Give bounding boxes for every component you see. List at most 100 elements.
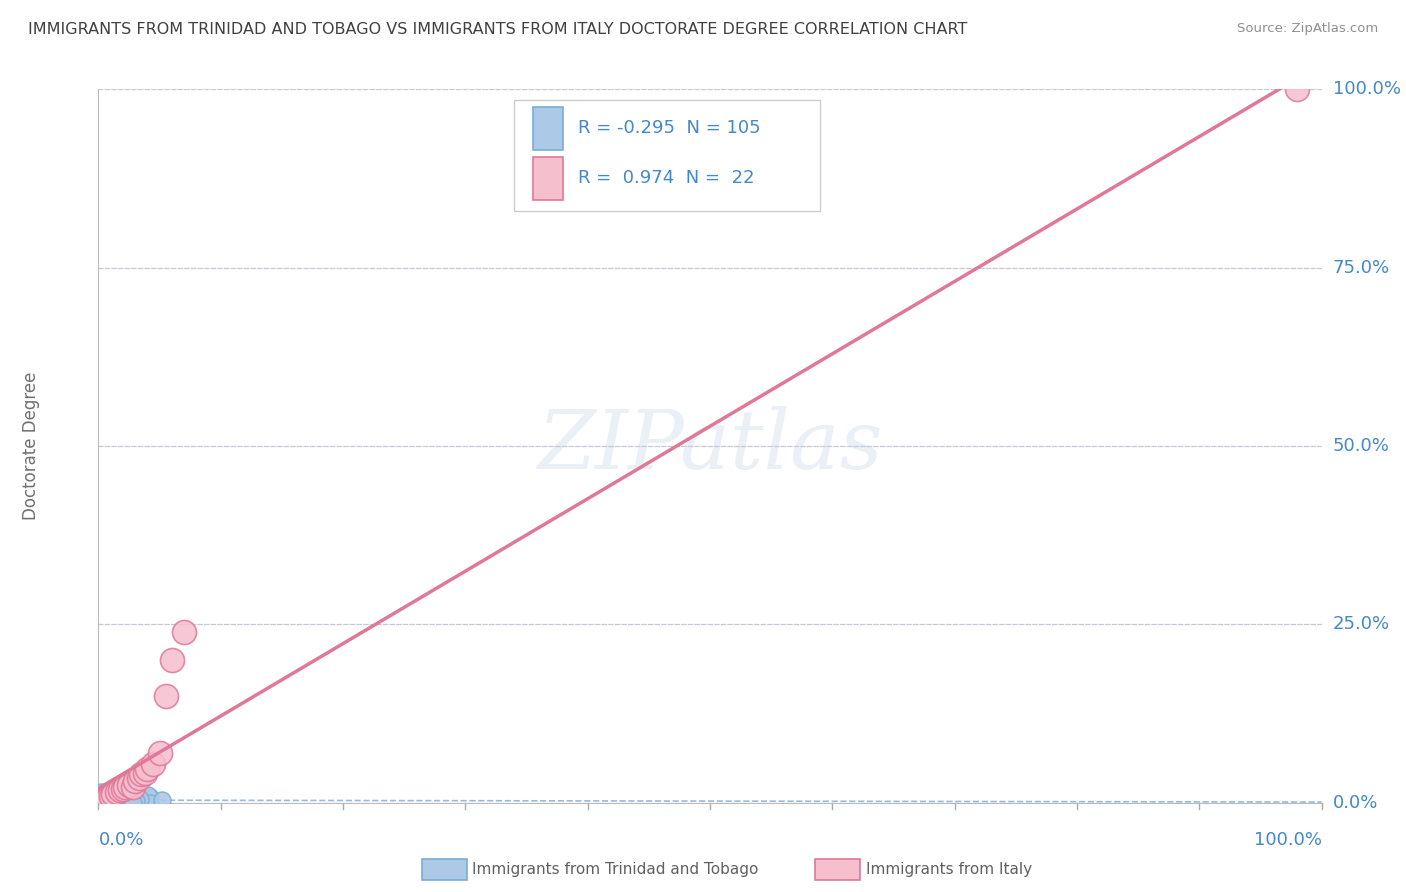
Point <box>111 786 134 800</box>
Point <box>96 795 118 809</box>
Point <box>128 792 150 806</box>
Point <box>124 774 146 789</box>
Point <box>101 787 124 801</box>
Text: R =  0.974  N =  22: R = 0.974 N = 22 <box>578 169 755 187</box>
Point <box>122 796 145 810</box>
Point <box>110 792 132 806</box>
Point <box>93 794 115 808</box>
Point <box>97 793 120 807</box>
Point <box>103 789 125 803</box>
Point <box>87 794 110 808</box>
Point <box>90 795 112 809</box>
Point <box>129 767 152 781</box>
Point <box>155 689 177 703</box>
Point <box>87 791 110 805</box>
Text: 100.0%: 100.0% <box>1333 80 1400 98</box>
Point <box>89 789 111 804</box>
Point <box>93 792 115 806</box>
Text: 0.0%: 0.0% <box>1333 794 1378 812</box>
Point <box>94 792 117 806</box>
Point <box>105 793 128 807</box>
Point <box>101 795 124 809</box>
Point <box>96 793 118 807</box>
Point <box>96 795 118 809</box>
Point <box>103 789 125 803</box>
Point <box>98 793 121 807</box>
Point <box>138 796 160 810</box>
Point <box>97 792 120 806</box>
Point <box>121 790 143 805</box>
Point <box>90 796 112 810</box>
Point <box>87 794 110 808</box>
Point <box>101 790 124 805</box>
Point <box>90 795 112 809</box>
Point <box>93 795 115 809</box>
Bar <box>533 107 564 150</box>
Point <box>111 781 134 796</box>
Point <box>131 796 153 810</box>
Point <box>94 792 117 806</box>
Point <box>108 788 131 802</box>
Point <box>94 792 117 806</box>
Point <box>94 787 117 801</box>
Point <box>90 792 112 806</box>
Point <box>89 796 111 810</box>
Point <box>110 783 132 797</box>
Point <box>97 796 120 810</box>
Point <box>94 796 117 810</box>
Point <box>87 787 110 801</box>
Point <box>90 794 112 808</box>
Text: R = -0.295  N = 105: R = -0.295 N = 105 <box>578 120 761 137</box>
Point <box>128 771 150 785</box>
Point <box>107 794 129 808</box>
Point <box>87 789 110 803</box>
Point <box>91 795 114 809</box>
Point <box>90 792 112 806</box>
Text: 100.0%: 100.0% <box>1254 831 1322 849</box>
Point <box>112 796 135 810</box>
Point <box>98 795 121 809</box>
Point <box>121 780 143 794</box>
Point <box>90 790 112 805</box>
Point <box>91 790 114 805</box>
Point <box>93 796 115 810</box>
Point <box>108 794 131 808</box>
Point <box>108 796 131 810</box>
Point <box>114 796 136 810</box>
Point <box>87 794 110 808</box>
Point <box>118 778 141 792</box>
Point <box>90 794 112 808</box>
Point <box>93 790 115 805</box>
Point <box>1286 82 1309 96</box>
Point <box>89 794 111 808</box>
Text: Doctorate Degree: Doctorate Degree <box>22 372 41 520</box>
Point <box>114 780 136 794</box>
Point <box>136 762 159 776</box>
Point <box>125 794 148 808</box>
Point <box>89 794 111 808</box>
Text: 0.0%: 0.0% <box>98 831 143 849</box>
Point <box>90 794 112 808</box>
Point <box>105 796 128 810</box>
Point <box>90 789 112 803</box>
Point <box>101 794 124 808</box>
Point <box>98 795 121 809</box>
Point <box>97 790 120 805</box>
Point <box>93 795 115 809</box>
Point <box>89 796 111 810</box>
Point <box>91 794 114 808</box>
Point <box>142 756 165 771</box>
Text: 75.0%: 75.0% <box>1333 259 1391 277</box>
Point <box>97 795 120 809</box>
Point <box>117 790 139 805</box>
Text: ZIPatlas: ZIPatlas <box>537 406 883 486</box>
Point <box>107 789 129 804</box>
Point <box>139 789 162 804</box>
Point <box>100 795 122 809</box>
Bar <box>533 157 564 200</box>
Point <box>107 795 129 809</box>
Point <box>89 794 111 808</box>
Point <box>90 785 112 799</box>
Point <box>120 796 142 810</box>
Point <box>89 794 111 808</box>
